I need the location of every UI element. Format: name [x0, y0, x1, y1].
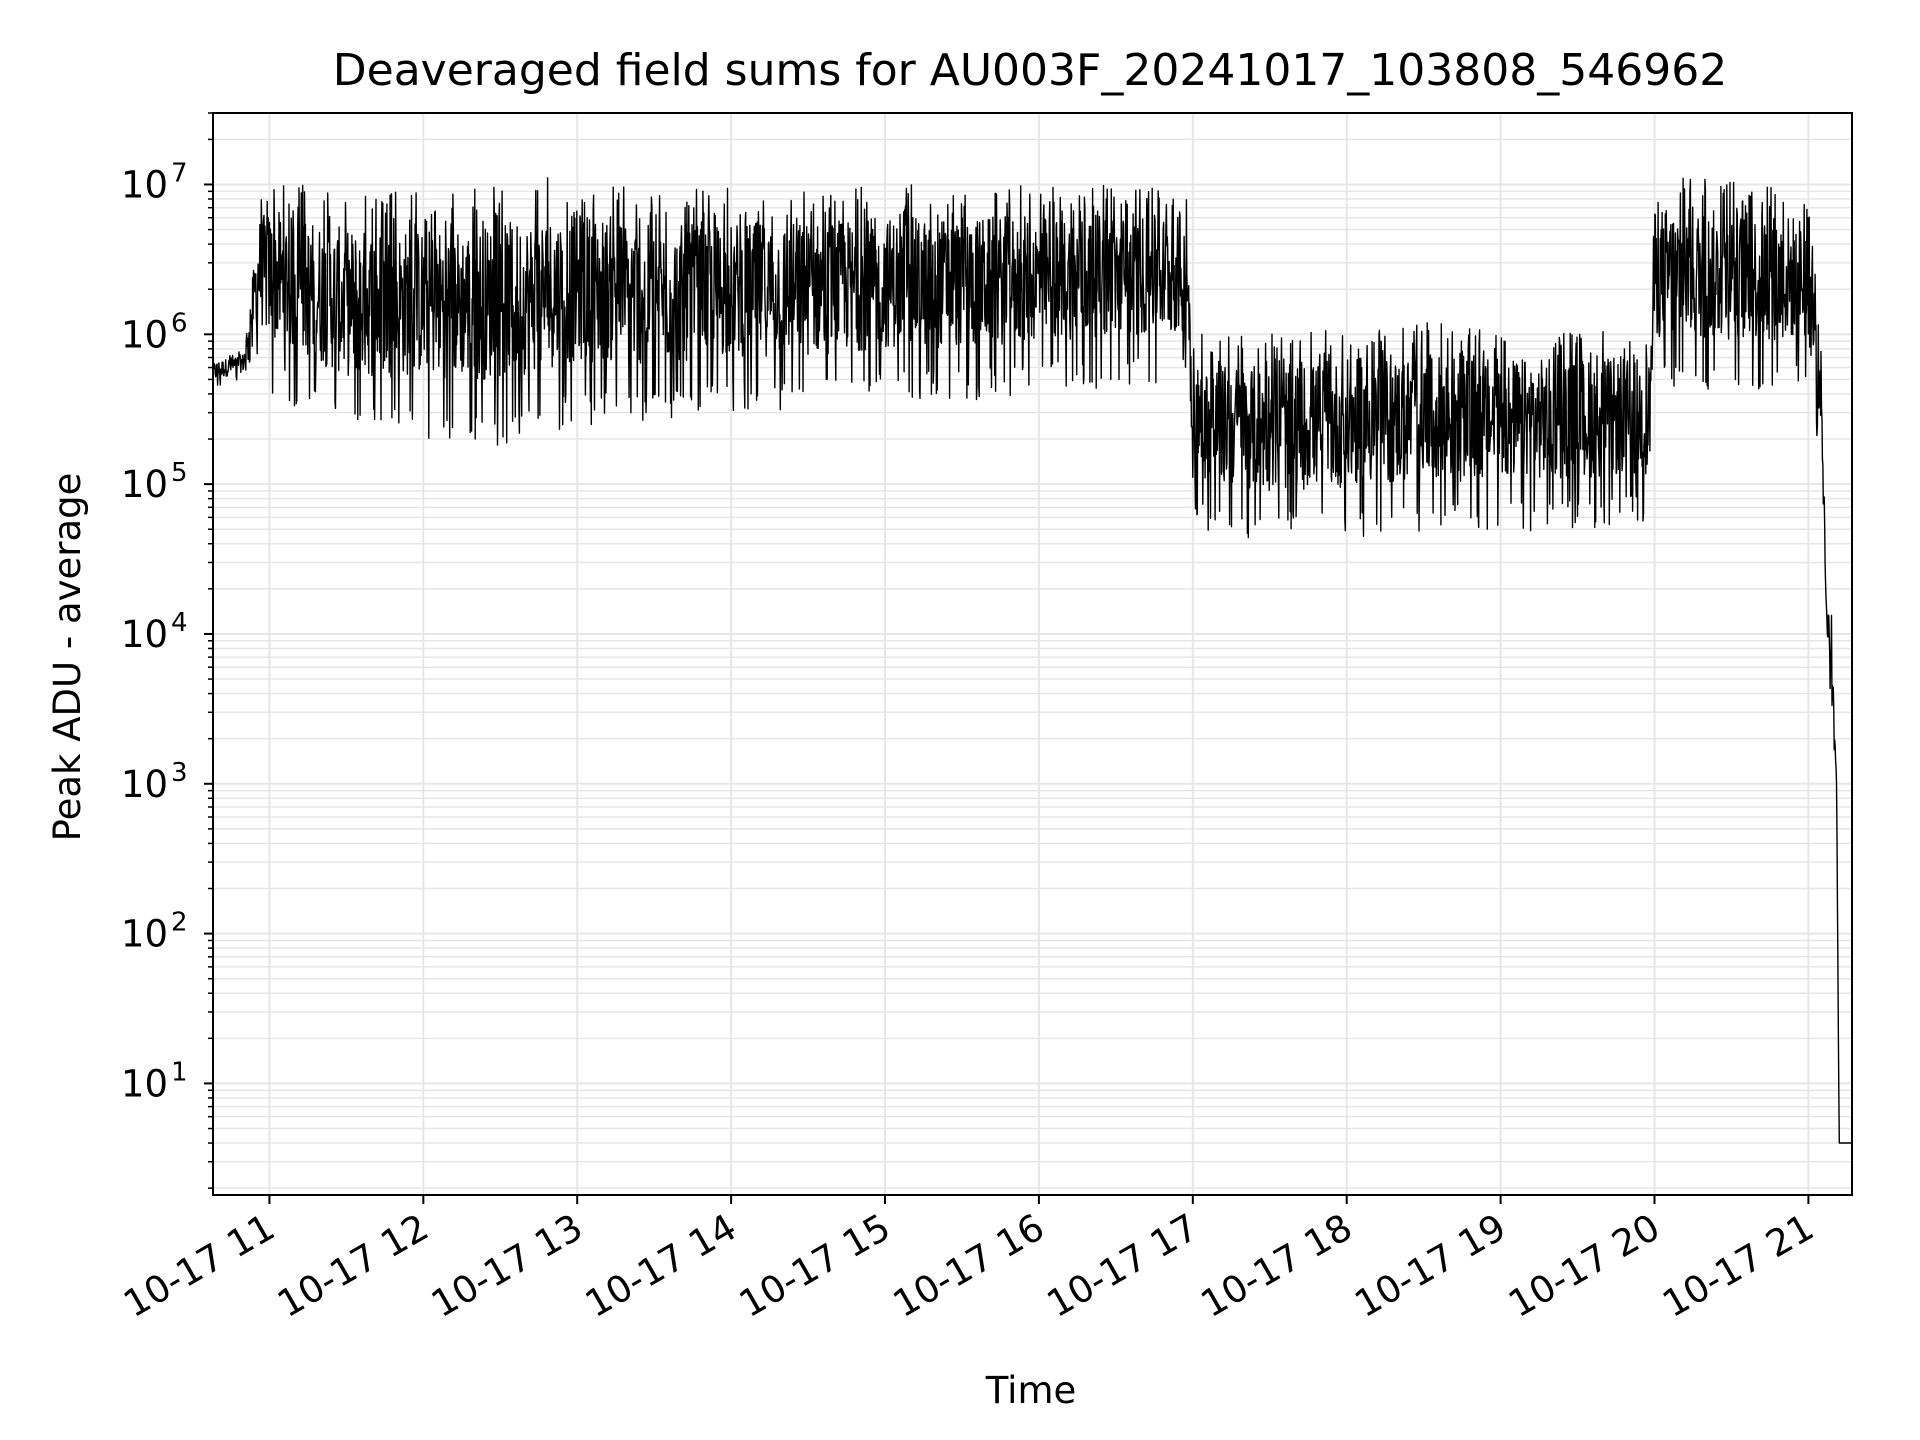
y-tick-label: 10: [121, 1062, 168, 1105]
chart-title: Deaveraged field sums for AU003F_2024101…: [333, 45, 1727, 96]
y-tick-label: 10: [121, 763, 168, 806]
series-layer: [212, 177, 1853, 1144]
y-tick-exponent: 5: [171, 458, 188, 488]
y-tick-exponent: 3: [171, 758, 188, 788]
y-axis-label: Peak ADU - average: [46, 473, 89, 842]
y-tick-label: 10: [121, 613, 168, 656]
y-tick-label: 10: [121, 463, 168, 506]
y-tick-exponent: 4: [171, 608, 188, 638]
plot-frame: [212, 112, 1853, 1196]
y-tick-exponent: 2: [171, 908, 188, 938]
y-tick-label: 10: [121, 913, 168, 956]
y-tick-exponent: 1: [171, 1057, 188, 1087]
y-tick-label: 10: [121, 163, 168, 206]
x-axis-label: Time: [985, 1369, 1077, 1412]
y-tick-exponent: 6: [171, 308, 188, 338]
series-line: [212, 177, 1853, 1144]
y-tick-exponent: 7: [171, 158, 188, 188]
y-tick-label: 10: [121, 313, 168, 356]
